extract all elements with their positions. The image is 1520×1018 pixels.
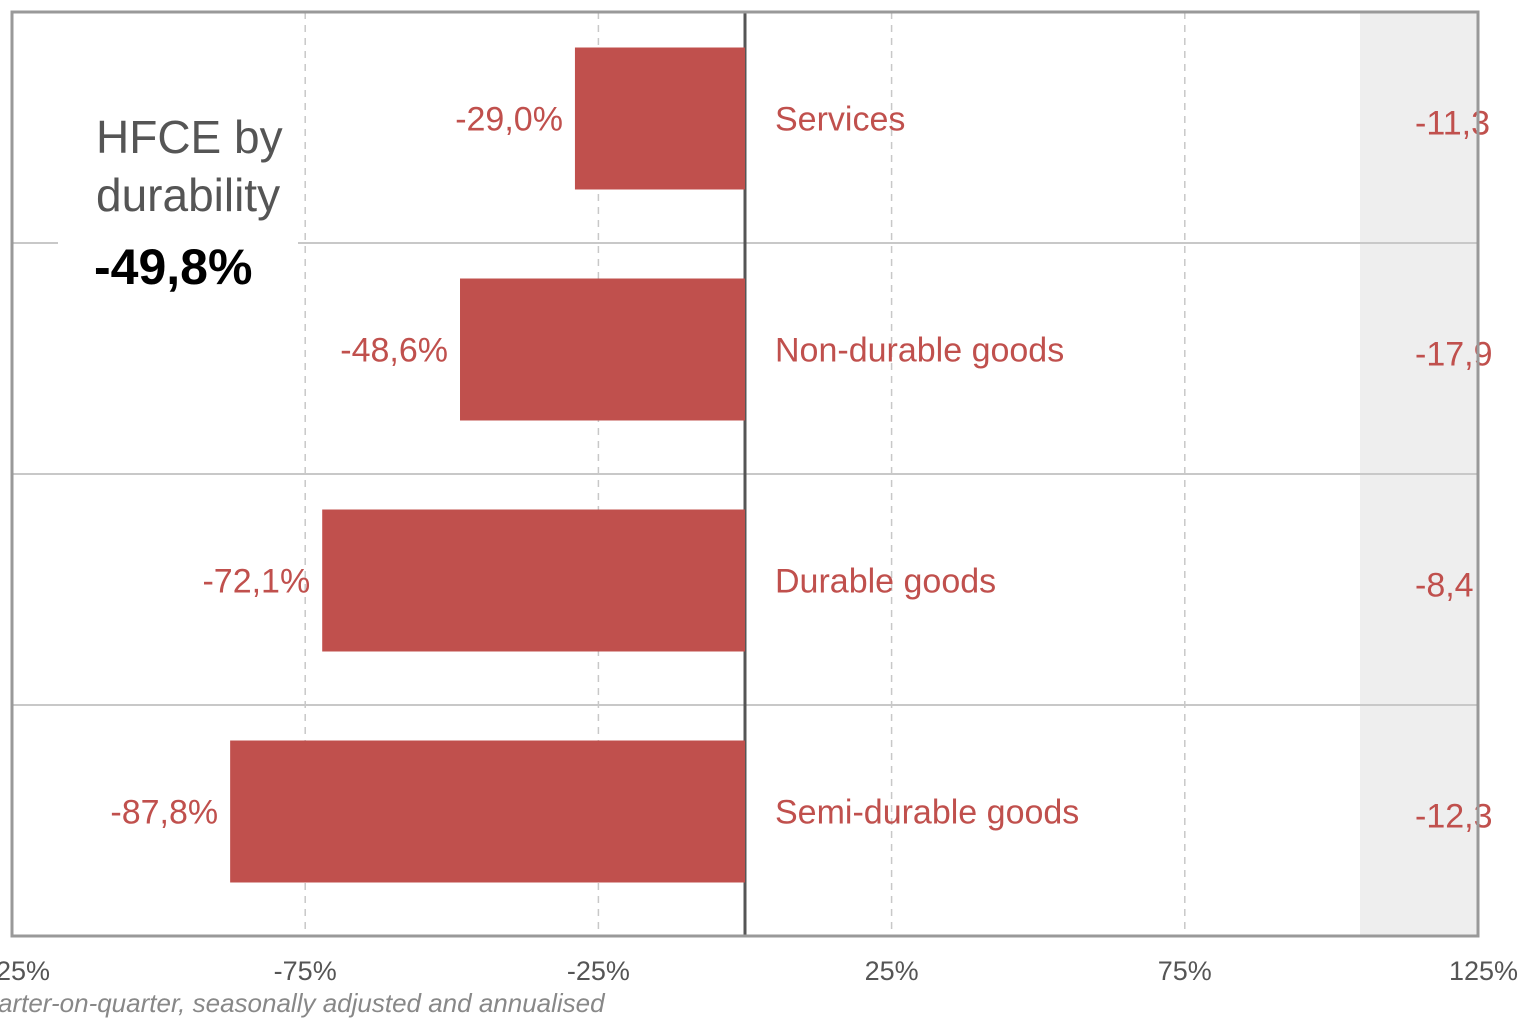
category-label: Services — [775, 101, 905, 139]
x-tick-label: 75% — [1158, 956, 1212, 986]
panel-total: -49,8% — [94, 239, 252, 295]
bar-value-label: -48,6% — [340, 332, 448, 370]
bar-value-label: -29,0% — [455, 101, 563, 139]
category-label: Semi-durable goods — [775, 794, 1079, 832]
side-value-label: -8,4 — [1415, 567, 1474, 605]
x-tick-label: 25% — [0, 956, 50, 986]
x-tick-label: 25% — [865, 956, 919, 986]
bar-value-label: -87,8% — [110, 794, 218, 832]
panel-title-line2: durability — [96, 169, 280, 221]
bar-value-label: -72,1% — [202, 563, 310, 601]
side-value-label: -12,3 — [1415, 798, 1493, 836]
bar — [574, 47, 745, 190]
bar — [460, 278, 745, 421]
panel-title-line1: HFCE by — [96, 111, 283, 163]
title-mask — [58, 237, 298, 249]
bar — [230, 740, 745, 883]
x-tick-label: -75% — [274, 956, 337, 986]
plot-frame — [10, 10, 1480, 938]
category-label: Durable goods — [775, 563, 996, 601]
bar — [322, 509, 745, 652]
x-tick-label: 125% — [1449, 956, 1518, 986]
footnote: arter-on-quarter, seasonally adjusted an… — [0, 988, 606, 1018]
side-value-label: -17,9 — [1415, 336, 1493, 374]
x-tick-label: -25% — [567, 956, 630, 986]
category-label: Non-durable goods — [775, 332, 1064, 370]
